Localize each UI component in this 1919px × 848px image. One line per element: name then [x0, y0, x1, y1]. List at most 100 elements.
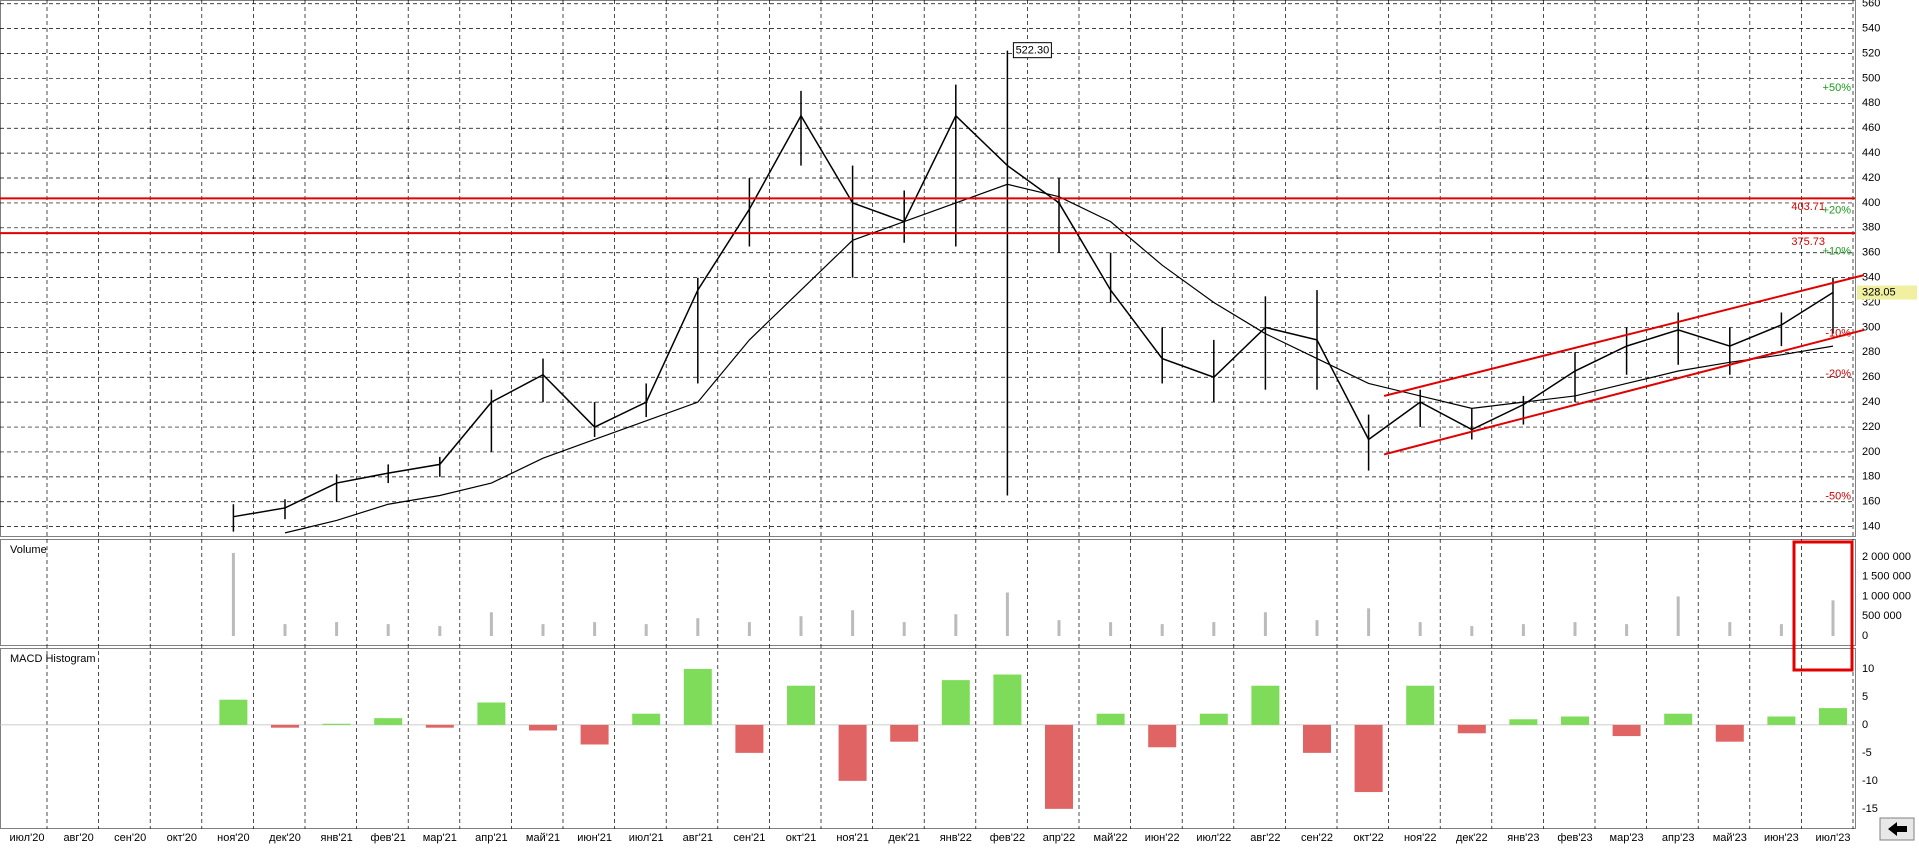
x-tick-label: авг'21: [683, 832, 713, 844]
x-tick-label: авг'20: [63, 832, 93, 844]
macd-bar: [735, 724, 764, 753]
volume-bar: [1521, 624, 1525, 636]
level-label: 375.73: [1791, 236, 1825, 248]
volume-bar: [851, 610, 855, 636]
x-tick-label: ноя'20: [217, 832, 249, 844]
x-tick-label: авг'22: [1250, 832, 1280, 844]
volume-bar: [644, 624, 648, 636]
volume-bar: [593, 622, 597, 636]
macd-bar: [1045, 724, 1073, 809]
macd-bar: [683, 668, 712, 725]
macd-bar: [838, 724, 867, 781]
level-label: 403.71: [1791, 201, 1825, 213]
arrow-icon[interactable]: [1888, 822, 1907, 836]
volume-bar: [902, 622, 906, 636]
last-price-marker: [1857, 285, 1917, 300]
x-tick-label: янв'21: [320, 832, 352, 844]
channel-line: [1383, 328, 1865, 456]
macd-bar: [1561, 716, 1589, 725]
y-tick-label: 360: [1862, 247, 1880, 259]
volume-bar: [747, 622, 751, 636]
volume-bar: [1160, 624, 1164, 636]
y-tick-label: 480: [1862, 97, 1880, 109]
macd-bar: [1096, 713, 1125, 725]
macd-bar: [477, 702, 506, 725]
volume-bar: [1573, 622, 1577, 636]
scroll-button[interactable]: [1879, 817, 1915, 841]
y-tick-label: 280: [1862, 346, 1880, 358]
x-tick-label: май'23: [1713, 832, 1747, 844]
macd-bar: [1251, 685, 1280, 725]
macd-bar: [271, 724, 299, 728]
y-tick-label: 1 000 000: [1862, 590, 1911, 602]
volume-title: Volume: [10, 544, 47, 556]
x-tick-label: июл'23: [1816, 832, 1851, 844]
y-tick-label: 460: [1862, 122, 1880, 134]
x-tick-label: дек'22: [1456, 832, 1488, 844]
channel-line: [1383, 274, 1865, 397]
volume-bar: [954, 614, 958, 636]
x-tick-label: сен'20: [114, 832, 146, 844]
x-tick-label: мар'23: [1610, 832, 1644, 844]
y-tick-label: 560: [1862, 0, 1880, 10]
y-tick-label: 440: [1862, 147, 1880, 159]
macd-bar: [1199, 713, 1228, 725]
y-tick-label: 160: [1862, 496, 1880, 508]
macd-bar: [580, 724, 609, 745]
x-tick-label: июн'21: [577, 832, 612, 844]
x-tick-label: окт'20: [167, 832, 197, 844]
x-tick-label: апр'22: [1043, 832, 1076, 844]
volume-bar: [1470, 626, 1474, 636]
volume-bar: [1779, 624, 1783, 636]
x-tick-label: янв'22: [940, 832, 972, 844]
last-price-label: 328.05: [1862, 286, 1896, 298]
y-tick-label: -10: [1862, 775, 1878, 787]
x-tick-label: май'22: [1094, 832, 1128, 844]
macd-bar: [787, 685, 815, 725]
x-tick-label: июл'21: [629, 832, 664, 844]
percent-label: -20%: [1825, 368, 1851, 380]
volume-bar: [386, 624, 390, 636]
y-tick-label: 400: [1862, 197, 1880, 209]
macd-bar: [993, 674, 1022, 725]
macd-bar: [425, 724, 454, 728]
volume-bar: [1005, 592, 1009, 636]
macd-bar: [1148, 724, 1177, 748]
macd-bar: [322, 723, 351, 725]
x-tick-label: фев'23: [1557, 832, 1592, 844]
macd-bar: [529, 724, 557, 731]
y-tick-label: 0: [1862, 719, 1868, 731]
volume-bar: [283, 624, 287, 636]
x-tick-label: ноя'21: [836, 832, 868, 844]
x-tick-label: дек'20: [269, 832, 301, 844]
y-tick-label: 240: [1862, 396, 1880, 408]
volume-bar: [541, 624, 545, 636]
macd-bar: [219, 699, 248, 725]
price-line: [233, 114, 1834, 518]
macd-bar: [941, 680, 970, 725]
y-tick-label: 520: [1862, 47, 1880, 59]
price-panel: [0, 0, 1856, 537]
macd-bar: [1303, 724, 1331, 753]
x-tick-label: апр'23: [1662, 832, 1695, 844]
macd-bar: [1819, 708, 1847, 725]
x-tick-label: мар'21: [423, 832, 457, 844]
macd-bar: [1664, 713, 1693, 725]
macd-bar: [1406, 685, 1435, 725]
x-tick-label: окт'21: [786, 832, 816, 844]
y-tick-label: 180: [1862, 471, 1880, 483]
x-tick-label: окт'22: [1353, 832, 1383, 844]
volume-bar: [799, 616, 803, 636]
volume-bar: [1728, 622, 1732, 636]
y-tick-label: -15: [1862, 803, 1878, 815]
y-tick-label: 2 000 000: [1862, 551, 1911, 563]
macd-bar: [890, 724, 919, 742]
x-tick-label: дек'21: [888, 832, 920, 844]
x-tick-label: май'21: [526, 832, 560, 844]
percent-label: +50%: [1823, 82, 1852, 94]
volume-bar: [696, 618, 700, 636]
volume-bar: [231, 552, 235, 636]
x-tick-label: янв'23: [1507, 832, 1539, 844]
macd-bar: [1457, 724, 1486, 734]
